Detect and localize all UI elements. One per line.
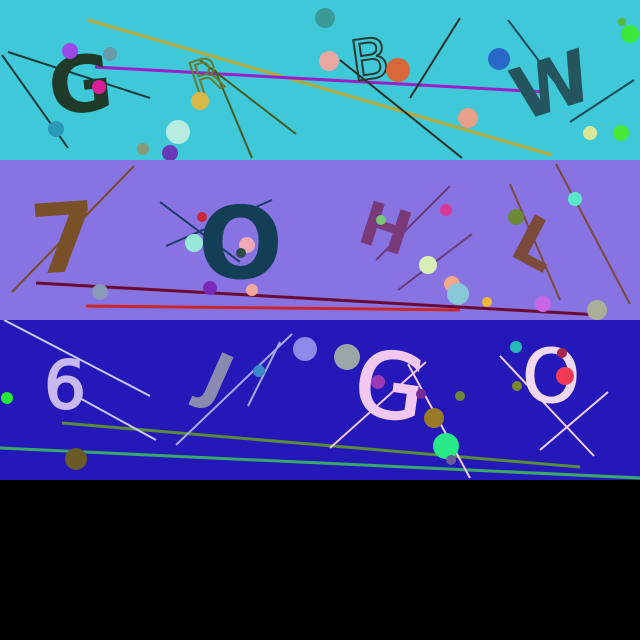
noise-dot	[482, 297, 492, 307]
character-glyph: G	[348, 330, 432, 444]
noise-dot	[62, 43, 78, 59]
noise-dot	[319, 51, 339, 71]
noise-line	[499, 355, 595, 457]
noise-dot	[386, 58, 410, 82]
noise-dot	[185, 234, 203, 252]
noise-dot	[236, 248, 246, 258]
noise-dot	[613, 125, 629, 141]
noise-dot	[433, 433, 459, 459]
noise-line	[61, 421, 581, 469]
noise-dot	[92, 284, 108, 300]
noise-dot	[92, 80, 106, 94]
noise-dot	[618, 18, 626, 26]
noise-dot	[419, 256, 437, 274]
noise-dot	[424, 408, 444, 428]
noise-line	[35, 281, 601, 317]
noise-dot	[447, 283, 469, 305]
noise-dot	[293, 337, 317, 361]
noise-dot	[512, 381, 522, 391]
noise-line	[75, 395, 157, 441]
band-cyan-canvas: G R B W	[0, 0, 640, 160]
noise-dot	[166, 120, 190, 144]
noise-dot	[253, 365, 265, 377]
noise-dot	[568, 192, 582, 206]
noise-dot	[455, 391, 465, 401]
noise-dot	[621, 25, 639, 43]
noise-line	[87, 18, 553, 157]
noise-line	[507, 19, 571, 103]
noise-dot	[587, 300, 607, 320]
noise-dot	[48, 121, 64, 137]
character-glyph: 7	[27, 181, 101, 297]
noise-dot	[137, 143, 149, 155]
noise-dot	[557, 348, 567, 358]
noise-dot	[416, 389, 426, 399]
noise-line	[85, 304, 461, 312]
noise-line	[555, 163, 631, 305]
noise-dot	[376, 215, 386, 225]
noise-dot	[334, 344, 360, 370]
noise-dot	[583, 126, 597, 140]
noise-dot	[458, 108, 478, 128]
character-glyph: 6	[44, 347, 86, 424]
noise-dot	[488, 48, 510, 70]
noise-line	[409, 17, 461, 99]
noise-line	[7, 51, 151, 99]
noise-line	[375, 185, 451, 261]
noise-line	[94, 65, 546, 94]
noise-line	[509, 183, 561, 301]
noise-dot	[65, 448, 87, 470]
noise-dot	[371, 375, 385, 389]
noise-dot	[191, 92, 209, 110]
noise-line	[539, 391, 609, 451]
noise-dot	[1, 392, 13, 404]
band-violet: 7 O H L	[0, 160, 640, 320]
noise-dot	[508, 209, 524, 225]
noise-dot	[556, 367, 574, 385]
noise-line	[329, 361, 427, 449]
band-blue-canvas: 6 J G O	[0, 320, 640, 480]
noise-dot	[446, 455, 456, 465]
noise-dot	[510, 341, 522, 353]
noise-line	[214, 69, 253, 159]
noise-dot	[103, 47, 117, 61]
noise-line	[11, 165, 135, 293]
noise-dot	[246, 284, 258, 296]
band-cyan: G R B W	[0, 0, 640, 160]
noise-dot	[440, 204, 452, 216]
noise-dot	[535, 296, 551, 312]
band-blue: 6 J G O	[0, 320, 640, 480]
band-violet-canvas: 7 O H L	[0, 160, 640, 320]
noise-line	[569, 79, 635, 123]
noise-line	[175, 333, 293, 446]
empty-black-area	[0, 480, 640, 640]
noise-dot	[162, 145, 178, 160]
noise-line	[165, 199, 273, 247]
noise-dot	[203, 281, 217, 295]
noise-line	[3, 320, 151, 397]
noise-dot	[315, 8, 335, 28]
noise-dot	[197, 212, 207, 222]
noise-line	[339, 59, 463, 159]
noise-line	[0, 446, 640, 480]
